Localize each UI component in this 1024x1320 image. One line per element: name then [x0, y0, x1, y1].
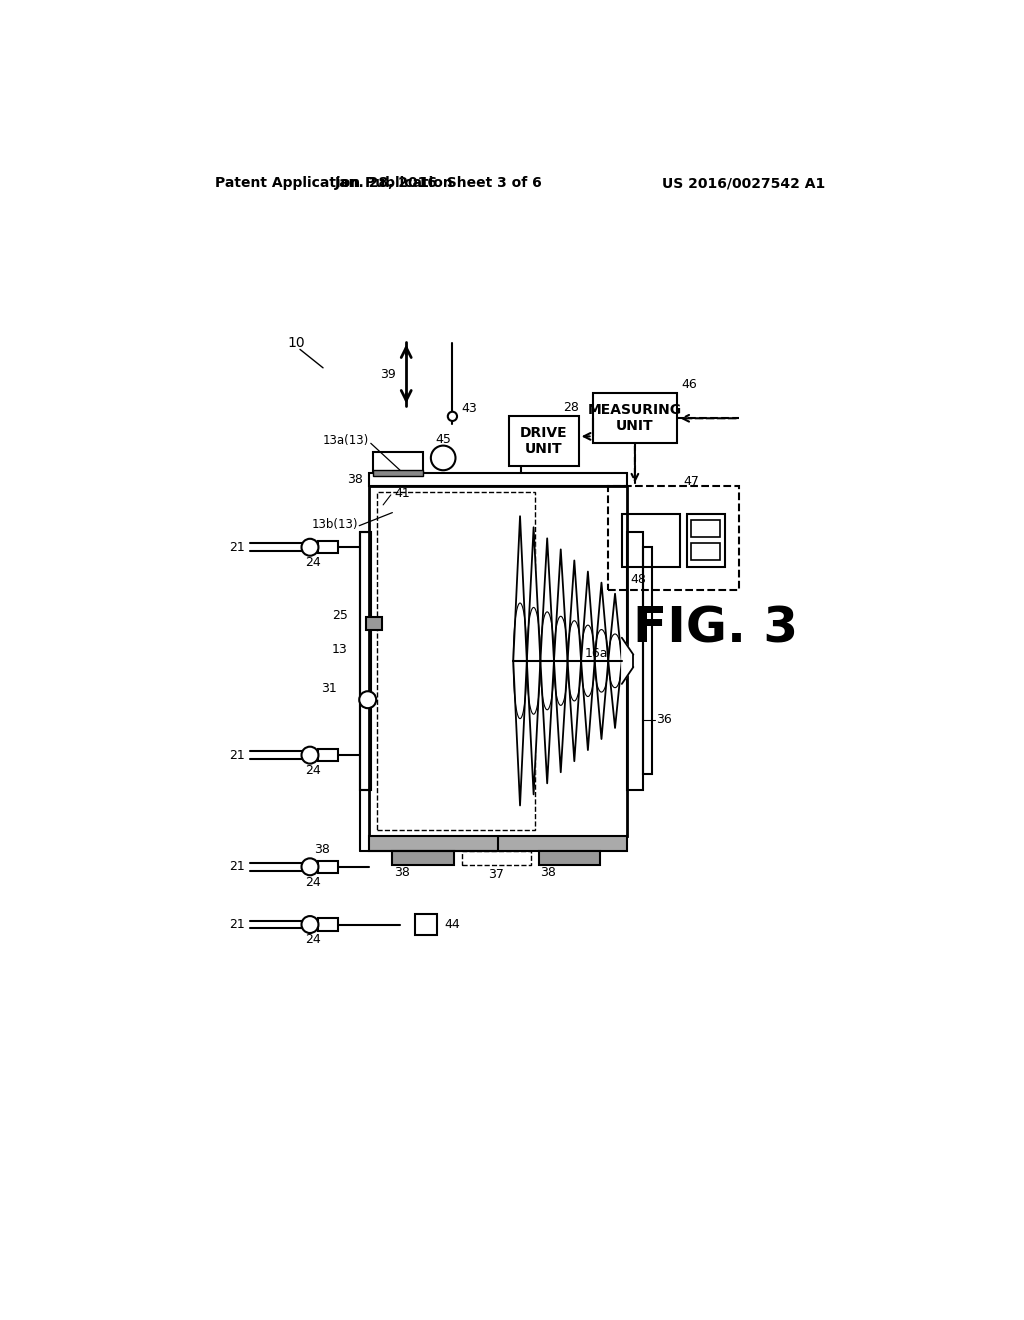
Polygon shape — [595, 661, 608, 739]
Bar — [373, 451, 423, 474]
Bar — [691, 520, 720, 537]
Polygon shape — [581, 661, 595, 750]
Circle shape — [447, 412, 457, 421]
Polygon shape — [554, 549, 567, 661]
Bar — [643, 548, 652, 775]
Text: 44: 44 — [444, 917, 461, 931]
Bar — [360, 532, 371, 789]
Bar — [370, 474, 628, 486]
Text: 21: 21 — [228, 861, 245, 874]
Text: 41: 41 — [394, 487, 410, 500]
Text: 38: 38 — [394, 866, 410, 879]
Bar — [509, 416, 579, 466]
Bar — [318, 541, 339, 553]
Text: FIG. 3: FIG. 3 — [633, 605, 799, 652]
Text: Patent Application Publication: Patent Application Publication — [215, 176, 453, 190]
Polygon shape — [567, 561, 581, 661]
Bar — [370, 486, 628, 836]
Text: 45: 45 — [435, 433, 452, 446]
Bar — [373, 470, 423, 477]
Bar — [593, 393, 677, 444]
Circle shape — [431, 446, 456, 470]
Text: 38: 38 — [313, 843, 330, 857]
Bar — [686, 513, 725, 566]
Text: 38: 38 — [347, 473, 364, 486]
Text: 36: 36 — [656, 713, 672, 726]
Circle shape — [301, 858, 318, 875]
Circle shape — [301, 747, 318, 763]
Polygon shape — [608, 594, 622, 661]
Text: Jan. 28, 2016  Sheet 3 of 6: Jan. 28, 2016 Sheet 3 of 6 — [335, 176, 543, 190]
Bar — [416, 913, 437, 936]
Bar — [367, 616, 382, 631]
Polygon shape — [608, 661, 622, 727]
Bar — [370, 836, 628, 851]
Bar — [318, 861, 339, 873]
Bar — [318, 919, 339, 931]
Text: 31: 31 — [322, 681, 337, 694]
Text: 37: 37 — [488, 869, 504, 880]
Bar — [392, 851, 454, 866]
Circle shape — [359, 692, 376, 708]
Text: US 2016/0027542 A1: US 2016/0027542 A1 — [662, 176, 825, 190]
Polygon shape — [581, 572, 595, 661]
Text: 16a: 16a — [585, 647, 608, 660]
Text: 24: 24 — [305, 875, 321, 888]
Text: 13a(13): 13a(13) — [323, 434, 370, 447]
Circle shape — [301, 916, 318, 933]
Text: 38: 38 — [541, 866, 556, 879]
Polygon shape — [622, 638, 634, 684]
Bar — [360, 696, 367, 705]
Polygon shape — [513, 661, 526, 805]
Bar — [462, 851, 531, 866]
Bar — [318, 748, 339, 762]
Text: 13b(13): 13b(13) — [311, 517, 357, 531]
Text: 47: 47 — [683, 475, 699, 488]
Text: 43: 43 — [462, 403, 477, 416]
Text: 24: 24 — [305, 933, 321, 946]
Text: 25: 25 — [332, 609, 348, 622]
Text: 10: 10 — [288, 337, 305, 350]
Polygon shape — [526, 661, 541, 795]
Bar — [377, 492, 535, 830]
Polygon shape — [513, 516, 526, 661]
Text: 24: 24 — [305, 764, 321, 777]
Polygon shape — [554, 661, 567, 772]
Circle shape — [301, 539, 318, 556]
Text: 21: 21 — [228, 748, 245, 762]
Text: MEASURING
UNIT: MEASURING UNIT — [588, 403, 682, 433]
Text: 13: 13 — [332, 643, 348, 656]
Bar — [691, 544, 720, 561]
Text: 21: 21 — [228, 917, 245, 931]
Polygon shape — [567, 661, 581, 762]
Text: 46: 46 — [681, 378, 697, 391]
Polygon shape — [541, 661, 554, 783]
Text: 39: 39 — [380, 367, 395, 380]
Text: 48: 48 — [631, 573, 647, 586]
Text: 28: 28 — [563, 400, 579, 413]
Text: DRIVE
UNIT: DRIVE UNIT — [520, 426, 568, 457]
Polygon shape — [595, 582, 608, 661]
Text: 21: 21 — [228, 541, 245, 554]
Bar — [628, 532, 643, 789]
Bar — [539, 851, 600, 866]
Bar — [622, 513, 680, 566]
Bar — [608, 486, 739, 590]
Polygon shape — [541, 539, 554, 661]
Text: 24: 24 — [305, 556, 321, 569]
Polygon shape — [526, 527, 541, 661]
